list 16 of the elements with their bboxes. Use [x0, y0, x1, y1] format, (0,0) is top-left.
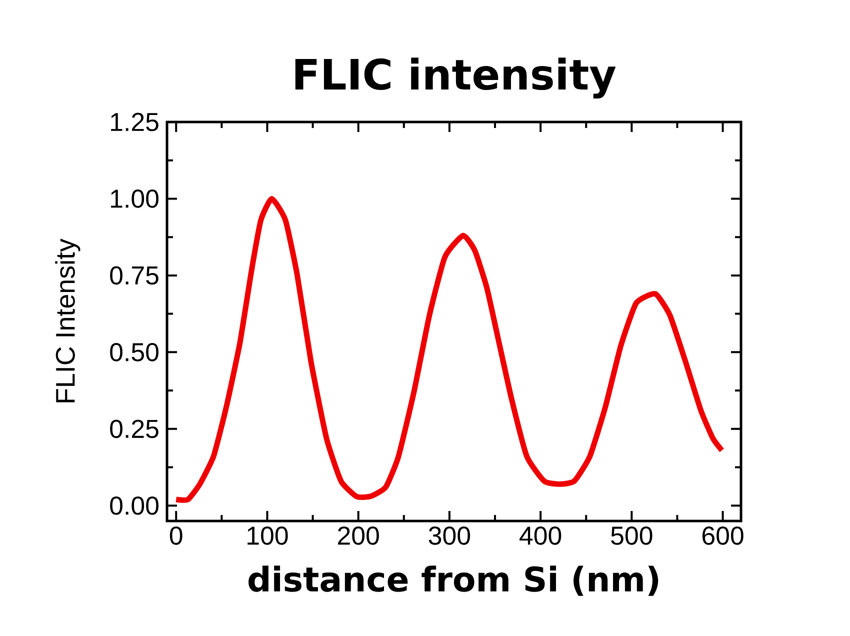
x-axis-title: distance from Si (nm): [248, 566, 658, 596]
x-tick-label: 0: [170, 526, 182, 545]
y-tick-label: 0.50: [110, 343, 158, 362]
y-tick-label: 0.75: [110, 266, 158, 285]
y-tick-label: 1.25: [111, 112, 158, 132]
y-tick-label: 0.00: [110, 496, 158, 515]
x-tick-label: 200: [338, 526, 379, 545]
chart-title: FLIC intensity: [295, 58, 616, 98]
x-tick-label: 100: [248, 526, 288, 545]
x-tick-label: 600: [702, 526, 744, 545]
x-tick-label: 500: [611, 526, 652, 545]
y-axis-title: FLIC Intensity: [55, 238, 80, 402]
y-tick-label: 1.00: [111, 190, 158, 208]
x-tick-label: 300: [428, 526, 470, 545]
x-tick-label: 400: [520, 526, 562, 545]
y-tick-label: 0.25: [110, 420, 158, 438]
